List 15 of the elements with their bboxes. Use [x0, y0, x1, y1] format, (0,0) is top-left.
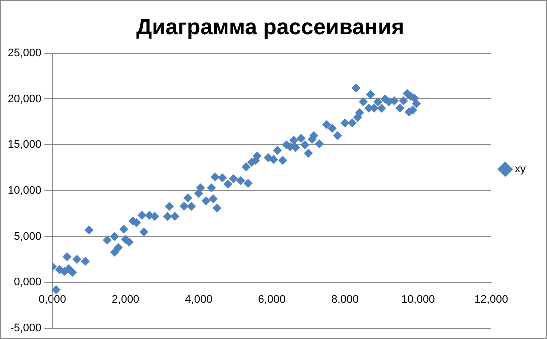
y-tick-label: 0,000 [14, 276, 42, 289]
x-tick-label: 6,000 [258, 294, 286, 306]
x-tick-label: 8,000 [331, 294, 359, 306]
y-tick-label: 10,000 [8, 184, 42, 197]
y-tick-label: -5,000 [10, 322, 42, 334]
x-tick-label: 10,000 [402, 294, 436, 306]
chart-title: Диаграмма рассеивания [136, 14, 404, 40]
y-tick-label: 5,000 [14, 230, 42, 243]
y-tick-label: 15,000 [8, 139, 42, 152]
x-tick-label: 12,000 [474, 294, 508, 306]
x-tick-label: 4,000 [185, 294, 213, 306]
legend-label: xy [515, 164, 526, 176]
y-tick-label: 25,000 [8, 47, 42, 60]
y-tick-label: 20,000 [8, 93, 42, 106]
x-tick-label: 2,000 [112, 294, 140, 306]
